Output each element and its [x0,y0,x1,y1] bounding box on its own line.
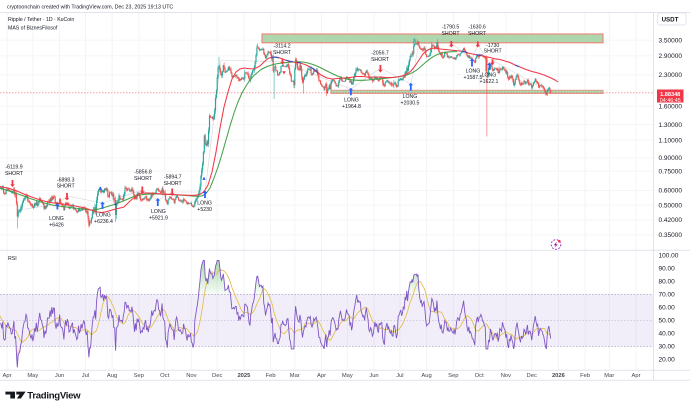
svg-text:SHORT: SHORT [441,31,460,37]
svg-text:1.10000: 1.10000 [659,138,683,145]
svg-text:LONG: LONG [403,94,418,100]
svg-text:+1964.8: +1964.8 [342,104,361,110]
svg-text:30.00: 30.00 [659,344,676,351]
svg-text:Ripple / Tether · 1D · KuCoin: Ripple / Tether · 1D · KuCoin [8,17,74,23]
svg-text:0.35000: 0.35000 [659,232,683,239]
svg-text:+1587.5: +1587.5 [464,75,483,81]
svg-text:LONG: LONG [96,213,111,219]
svg-text:70.00: 70.00 [659,292,676,299]
svg-text:Mar: Mar [290,373,300,379]
svg-text:+2030.5: +2030.5 [401,101,420,107]
svg-text:LONG: LONG [482,73,497,79]
svg-text:1.88348: 1.88348 [660,92,680,98]
svg-text:3.50000: 3.50000 [659,38,683,45]
svg-text:Nov: Nov [186,373,196,379]
svg-text:SHORT: SHORT [273,50,292,56]
svg-text:2.30000: 2.30000 [659,72,683,79]
svg-text:Apr: Apr [2,373,11,379]
svg-text:-3114.2: -3114.2 [273,44,290,50]
svg-text:Jul: Jul [82,373,89,379]
svg-text:90.00: 90.00 [659,266,676,273]
svg-text:May: May [27,373,38,379]
svg-text:Feb: Feb [266,373,276,379]
svg-text:LONG: LONG [151,209,166,215]
svg-text:Apr: Apr [317,373,326,379]
svg-text:May: May [342,373,353,379]
svg-text:1.60000: 1.60000 [659,103,683,110]
svg-text:MAS of BiznesFilosof: MAS of BiznesFilosof [8,26,58,32]
svg-text:60.00: 60.00 [659,305,676,312]
svg-text:LONG: LONG [197,201,212,207]
svg-text:SHORT: SHORT [57,184,76,190]
svg-text:100.00: 100.00 [659,253,679,260]
svg-text:20.00: 20.00 [659,357,676,364]
svg-text:Jun: Jun [369,373,378,379]
svg-text:Mar: Mar [604,373,614,379]
svg-text:Apr: Apr [631,373,640,379]
svg-text:+1622.1: +1622.1 [480,79,499,85]
svg-text:-5856.8: -5856.8 [134,170,152,176]
svg-text:-1730: -1730 [486,43,499,49]
svg-text:LONG: LONG [466,69,481,75]
svg-text:0.50000: 0.50000 [659,202,683,209]
svg-text:-6119.9: -6119.9 [5,165,22,171]
svg-text:SHORT: SHORT [164,181,183,187]
svg-text:RSI: RSI [8,256,17,262]
svg-text:Oct: Oct [475,373,484,379]
svg-text:LONG: LONG [49,216,64,222]
svg-text:-1790.5: -1790.5 [442,25,460,31]
svg-text:+5921.9: +5921.9 [149,216,168,222]
svg-text:04:46:45: 04:46:45 [660,98,681,104]
svg-text:TradingView: TradingView [27,390,81,401]
svg-text:cryptoonchain created with Tra: cryptoonchain created with TradingView.c… [7,5,173,11]
svg-text:SHORT: SHORT [134,176,153,182]
svg-text:0.60000: 0.60000 [659,188,683,195]
svg-text:1.30000: 1.30000 [659,122,683,129]
svg-text:Oct: Oct [160,373,169,379]
svg-text:SHORT: SHORT [5,171,24,177]
svg-text:0.90000: 0.90000 [659,155,683,162]
svg-text:2025: 2025 [237,373,251,379]
svg-text:Jun: Jun [55,373,64,379]
svg-text:Feb: Feb [580,373,590,379]
svg-text:Aug: Aug [107,373,117,379]
svg-text:Nov: Nov [501,373,511,379]
svg-text:Dec: Dec [212,373,222,379]
svg-text:LONG: LONG [344,98,359,104]
svg-text:0.75000: 0.75000 [659,169,683,176]
svg-text:50.00: 50.00 [659,318,676,325]
svg-text:-6898.3: -6898.3 [57,178,75,184]
svg-text:2026: 2026 [552,373,566,379]
svg-text:SHORT: SHORT [371,57,390,63]
svg-text:+6236.4: +6236.4 [94,219,113,225]
svg-text:+6426: +6426 [49,223,64,229]
svg-text:40.00: 40.00 [659,331,676,338]
svg-text:Dec: Dec [527,373,537,379]
svg-text:2.90000: 2.90000 [659,53,683,60]
svg-text:SHORT: SHORT [468,31,487,37]
svg-text:0.42000: 0.42000 [659,217,683,224]
svg-text:-2056.7: -2056.7 [371,51,389,57]
svg-text:SHORT: SHORT [484,49,503,55]
svg-text:Sep: Sep [134,373,144,379]
svg-text:Jul: Jul [396,373,403,379]
svg-text:Sep: Sep [448,373,458,379]
svg-text:-5894.7: -5894.7 [164,175,182,181]
svg-text:+5230: +5230 [197,207,212,213]
svg-text:80.00: 80.00 [659,279,676,286]
svg-text:USDT: USDT [662,17,679,24]
svg-text:Aug: Aug [421,373,431,379]
svg-text:-1630.6: -1630.6 [468,25,486,31]
